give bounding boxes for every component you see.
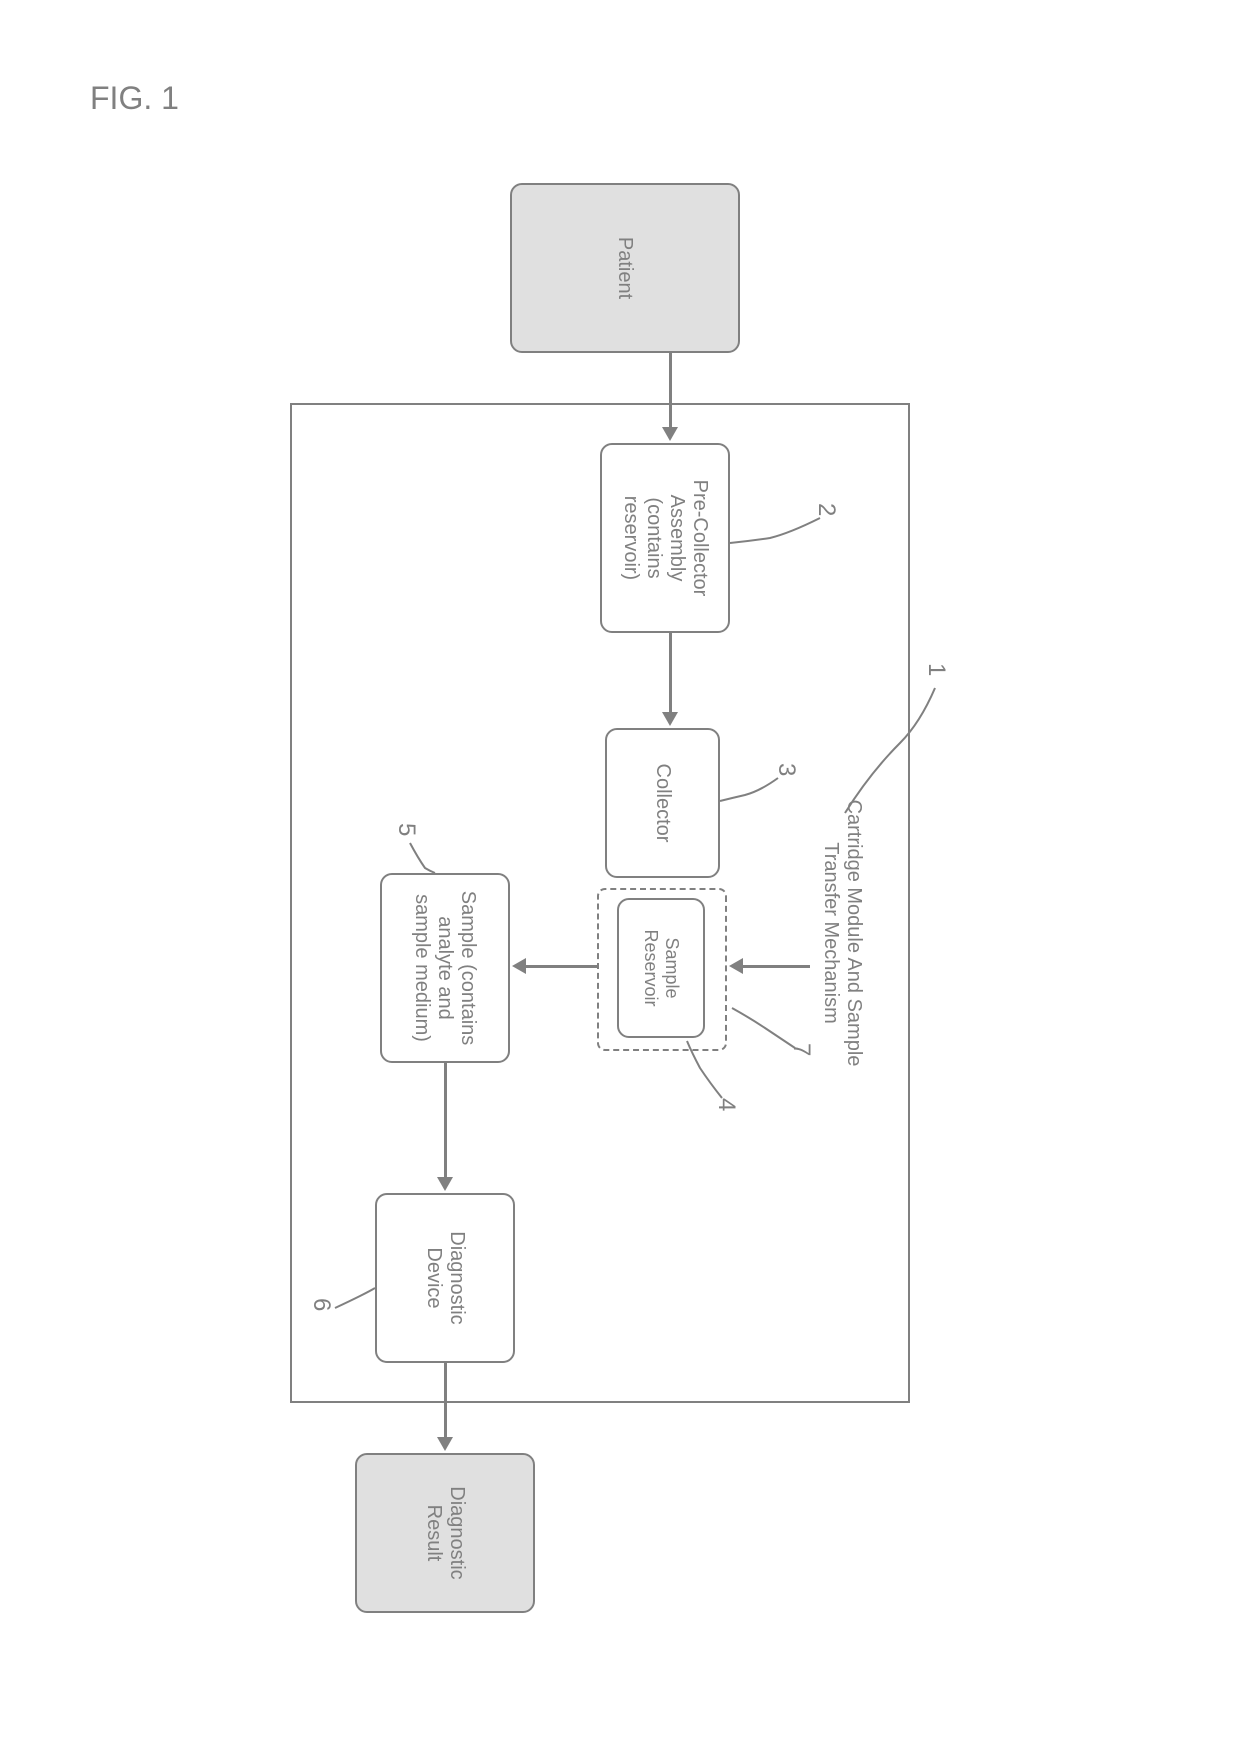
arrowhead-device-result	[437, 1437, 453, 1451]
ref-label-3: 3	[772, 763, 800, 776]
node-collector: Collector	[605, 728, 720, 878]
arrow-device-result	[444, 1363, 447, 1437]
arrowhead-dashed-sample	[512, 958, 526, 974]
ref-label-5: 5	[392, 823, 420, 836]
arrow-sample-device	[444, 1063, 447, 1177]
ref-label-2: 2	[812, 503, 840, 516]
node-patient: Patient	[510, 183, 740, 353]
arrow-patient-precollector	[669, 353, 672, 427]
arrow-dashed-sample	[526, 965, 597, 968]
arrowhead-patient-precollector	[662, 427, 678, 441]
ref-label-1: 1	[922, 663, 950, 676]
node-reservoir: Sample Reservoir	[617, 898, 705, 1038]
arrowhead-sample-device	[437, 1177, 453, 1191]
cartridge-module-label: Cartridge Module And Sample Transfer Mec…	[819, 793, 865, 1073]
node-diagnostic-device: Diagnostic Device	[375, 1193, 515, 1363]
arrowhead-precollector-collector	[662, 712, 678, 726]
node-result: Diagnostic Result	[355, 1453, 535, 1613]
figure-label: FIG. 1	[90, 80, 179, 117]
arrow-label-dashed	[743, 965, 810, 968]
ref-label-4: 4	[712, 1098, 740, 1111]
ref-label-7: 7	[787, 1043, 815, 1056]
diagram-container: 1 Patient Pre-Collector Assembly (contai…	[170, 123, 1070, 1623]
node-sample: Sample (contains analyte and sample medi…	[380, 873, 510, 1063]
arrow-precollector-collector	[669, 633, 672, 712]
arrowhead-label-dashed	[729, 958, 743, 974]
ref-label-6: 6	[307, 1298, 335, 1311]
node-precollector: Pre-Collector Assembly (contains reservo…	[600, 443, 730, 633]
